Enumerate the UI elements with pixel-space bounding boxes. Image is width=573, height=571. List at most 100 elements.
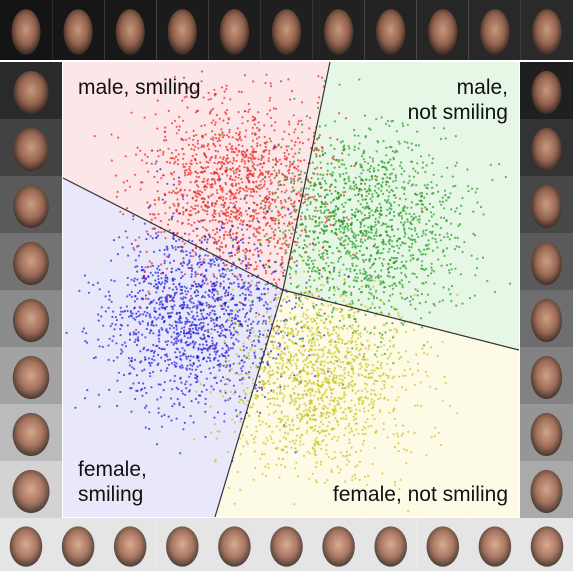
point: [327, 170, 329, 172]
point: [231, 313, 233, 315]
point: [256, 282, 258, 284]
point: [357, 258, 359, 260]
point: [298, 246, 300, 248]
point: [164, 237, 166, 239]
point: [188, 313, 190, 315]
point: [211, 285, 213, 287]
point: [218, 197, 220, 199]
point: [249, 153, 251, 155]
point: [298, 297, 300, 299]
point: [224, 292, 226, 294]
point: [152, 332, 154, 334]
point: [364, 347, 366, 349]
point: [301, 131, 303, 133]
point: [377, 140, 379, 142]
point: [266, 210, 268, 212]
point: [229, 319, 231, 321]
point: [371, 210, 373, 212]
point: [335, 209, 337, 211]
point: [401, 261, 403, 263]
point: [366, 195, 368, 197]
point: [298, 120, 300, 122]
point: [330, 201, 332, 203]
point: [173, 304, 175, 306]
point: [175, 340, 177, 342]
point: [209, 184, 211, 186]
point: [329, 186, 331, 188]
point: [425, 187, 427, 189]
point: [263, 320, 265, 322]
point: [409, 180, 411, 182]
point: [185, 163, 187, 165]
point: [171, 336, 173, 338]
point: [351, 209, 353, 211]
point: [242, 260, 244, 262]
point: [236, 189, 238, 191]
point: [196, 176, 198, 178]
point: [189, 261, 191, 263]
point: [177, 163, 179, 165]
point: [181, 194, 183, 196]
point: [141, 395, 143, 397]
point: [213, 205, 215, 207]
point: [153, 325, 155, 327]
point: [309, 407, 311, 409]
point: [353, 434, 355, 436]
point: [115, 342, 117, 344]
point: [157, 362, 159, 364]
face: [12, 470, 49, 513]
point: [150, 272, 152, 274]
point: [126, 237, 128, 239]
point: [230, 210, 232, 212]
point: [217, 430, 219, 432]
point: [231, 265, 233, 267]
point: [434, 427, 436, 429]
point: [229, 198, 231, 200]
point: [320, 448, 322, 450]
point: [110, 279, 112, 281]
point: [230, 213, 232, 215]
point: [241, 229, 243, 231]
point: [194, 181, 196, 183]
point: [344, 282, 346, 284]
point: [316, 290, 318, 292]
point: [124, 342, 126, 344]
point: [307, 362, 309, 364]
point: [377, 346, 379, 348]
point: [173, 205, 175, 207]
point: [280, 264, 282, 266]
point: [235, 207, 237, 209]
point: [311, 366, 313, 368]
point: [263, 315, 265, 317]
point: [362, 206, 364, 208]
point: [269, 225, 271, 227]
point: [353, 188, 355, 190]
point: [190, 172, 192, 174]
point: [322, 381, 324, 383]
point: [437, 259, 439, 261]
point: [233, 282, 235, 284]
point: [427, 239, 429, 241]
point: [240, 411, 242, 413]
point: [211, 156, 213, 158]
point: [273, 234, 275, 236]
point: [425, 244, 427, 246]
point: [254, 123, 256, 125]
face: [531, 413, 563, 456]
point: [262, 442, 264, 444]
point: [235, 304, 237, 306]
point: [369, 189, 371, 191]
point: [305, 235, 307, 237]
point: [388, 191, 390, 193]
face: [531, 128, 561, 171]
point: [289, 277, 291, 279]
point: [330, 224, 332, 226]
point: [227, 215, 229, 217]
point: [255, 366, 257, 368]
point: [367, 236, 369, 238]
point: [245, 268, 247, 270]
point: [335, 332, 337, 334]
point: [193, 135, 195, 137]
point: [169, 327, 171, 329]
point: [161, 296, 163, 298]
